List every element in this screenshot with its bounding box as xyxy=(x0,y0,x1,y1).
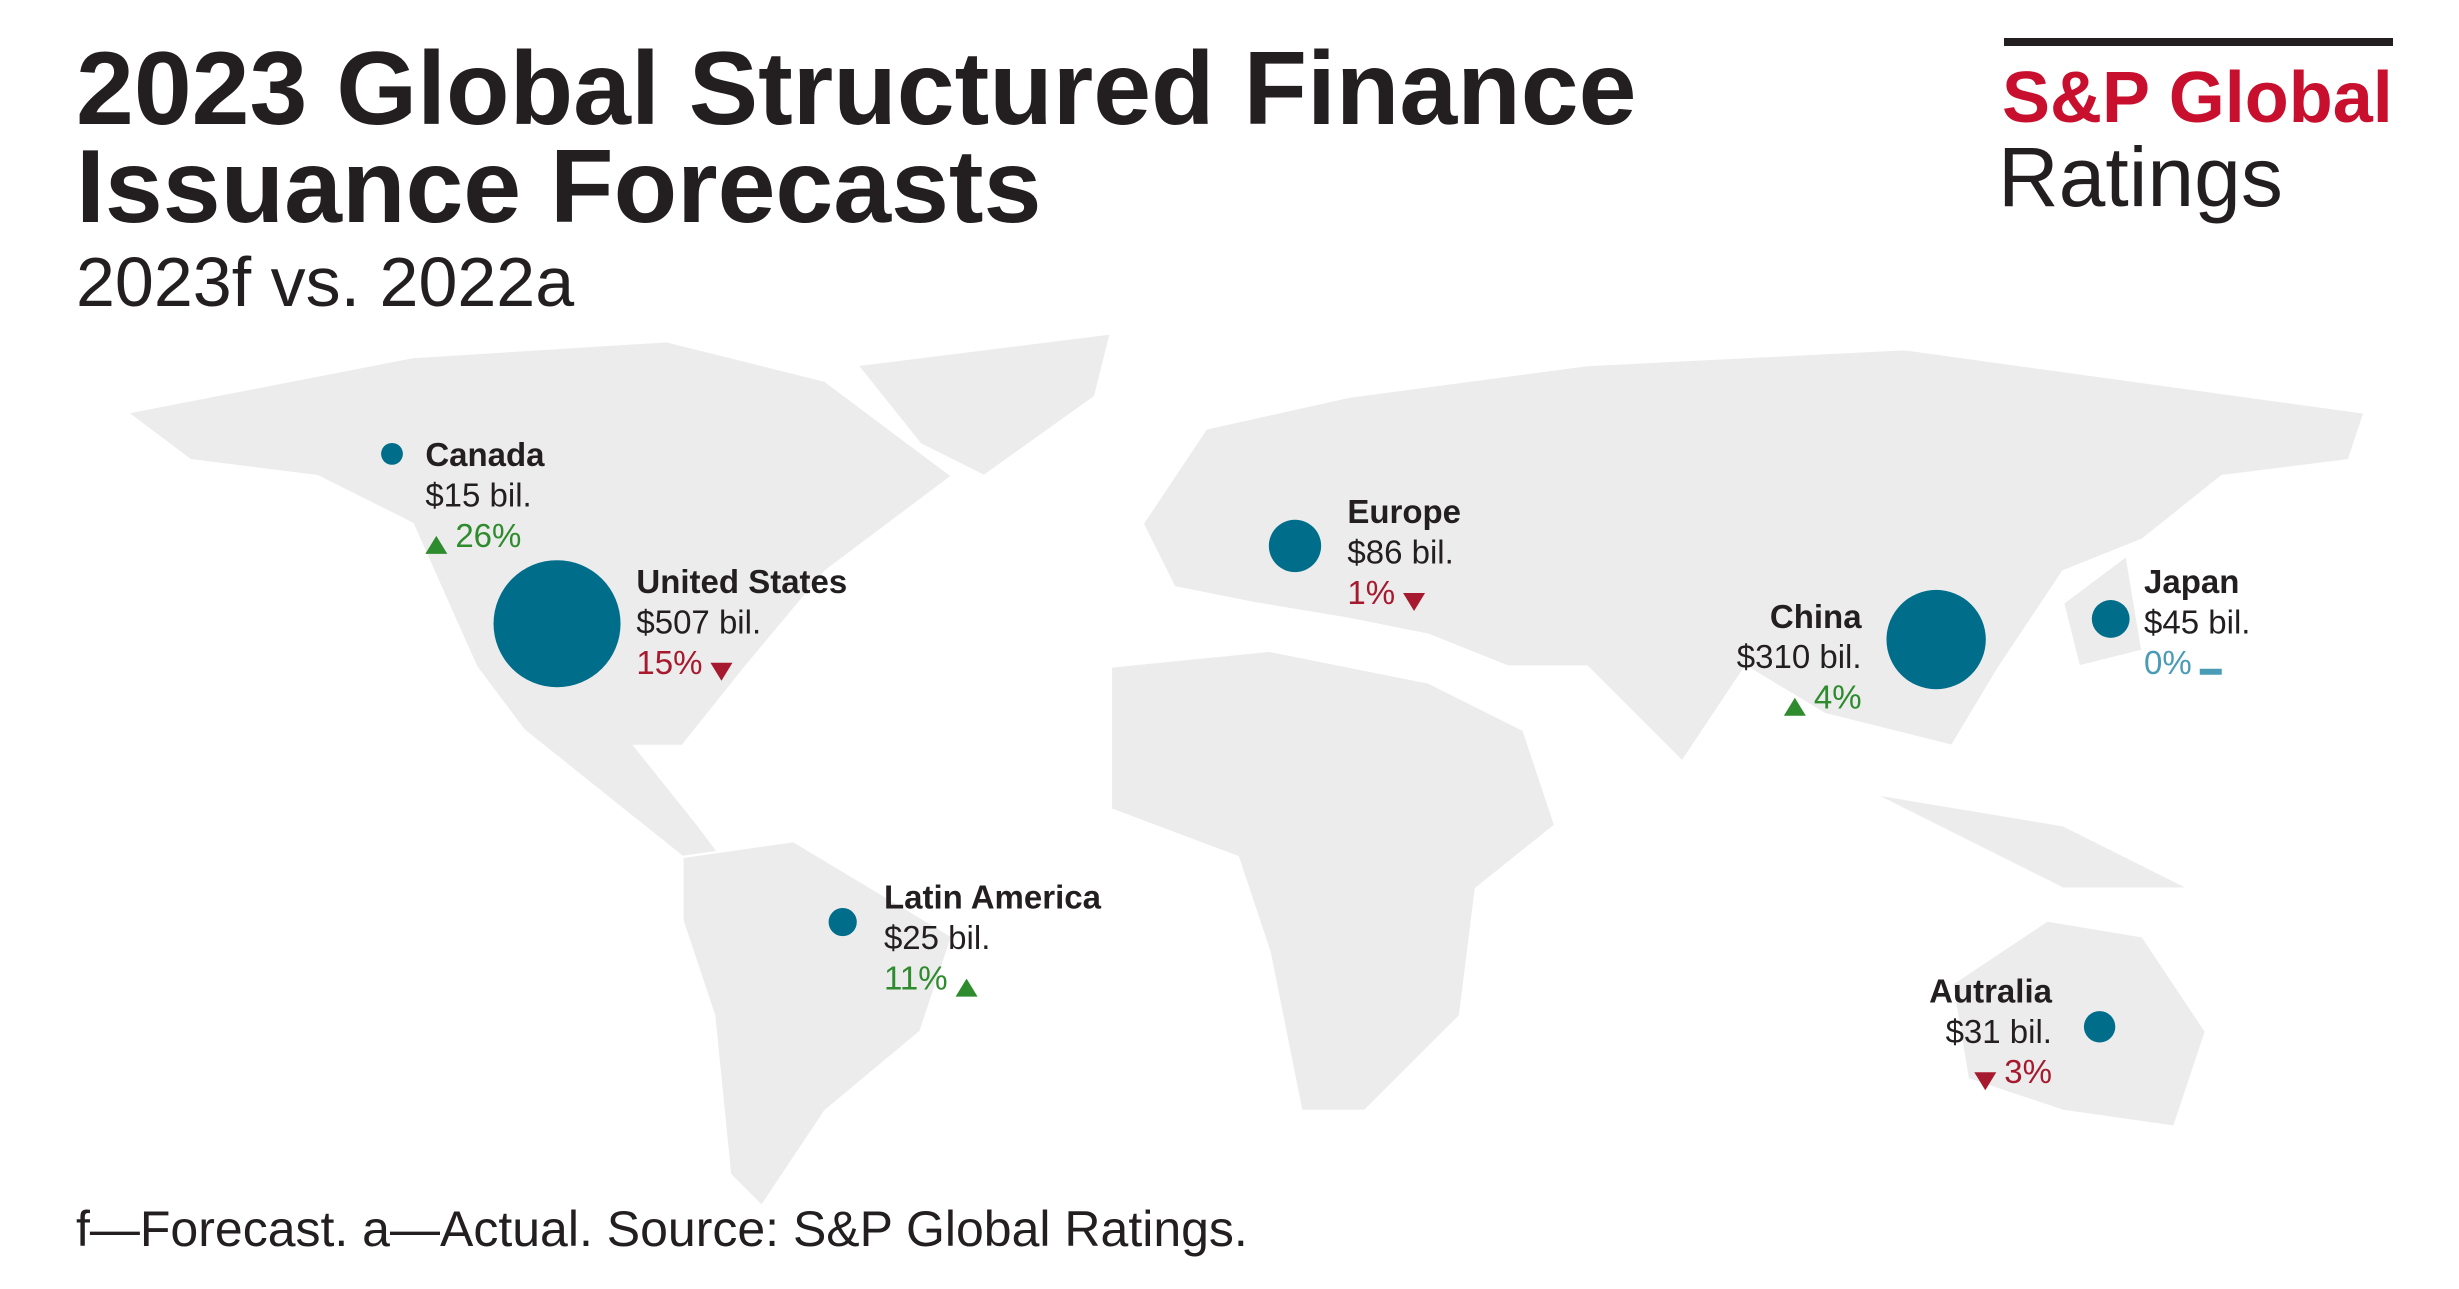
land xyxy=(1141,347,2367,764)
direction-arrow xyxy=(1403,592,1426,611)
change-label: 4% xyxy=(1814,679,1862,716)
direction-arrow xyxy=(1783,697,1806,716)
subtitle: 2023f vs. 2022a xyxy=(76,243,574,321)
direction-arrow xyxy=(1974,1072,1997,1091)
title: 2023 Global Structured Finance xyxy=(76,31,1636,147)
bubble xyxy=(828,907,857,937)
region-name: Europe xyxy=(1347,493,1461,530)
region-name: Japan xyxy=(2144,563,2239,600)
region-amount: $45 bil. xyxy=(2144,603,2250,640)
land xyxy=(1872,792,2191,890)
direction-arrow xyxy=(955,978,978,997)
direction-arrow xyxy=(425,535,448,554)
region-amount: $15 bil. xyxy=(425,476,531,513)
direction-arrow xyxy=(710,662,733,681)
world-map xyxy=(124,331,2367,1208)
land xyxy=(1109,649,1557,1113)
bubble xyxy=(381,442,403,465)
bubble xyxy=(1268,519,1322,573)
change-label: 11% xyxy=(884,960,948,997)
region-amount: $86 bil. xyxy=(1347,533,1453,570)
region-name: China xyxy=(1770,598,1862,635)
change-label: 26% xyxy=(455,517,521,554)
land xyxy=(854,331,1113,478)
logo-bar xyxy=(2004,38,2393,46)
region-amount: $25 bil. xyxy=(884,919,990,956)
change-label: 0% xyxy=(2144,644,2192,681)
bubble xyxy=(2091,600,2130,638)
bubble xyxy=(2083,1011,2116,1043)
region-amount: $310 bil. xyxy=(1737,638,1862,675)
logo-brand: S&P Global xyxy=(2002,58,2393,138)
bubble xyxy=(1886,589,1986,690)
region-amount: $507 bil. xyxy=(636,603,761,640)
bubble xyxy=(493,560,621,688)
logo-division: Ratings xyxy=(1998,130,2283,224)
title: Issuance Forecasts xyxy=(76,129,1041,245)
region-amount: $31 bil. xyxy=(1946,1013,2052,1050)
region-name: Latin America xyxy=(884,879,1102,916)
land xyxy=(681,839,954,1208)
footnote: f—Forecast. a—Actual. Source: S&P Global… xyxy=(76,1201,1248,1257)
region-name: United States xyxy=(636,563,847,600)
change-label: 1% xyxy=(1347,574,1395,611)
direction-arrow xyxy=(2199,668,2222,675)
change-label: 15% xyxy=(636,644,702,681)
change-label: 3% xyxy=(2004,1053,2052,1090)
region-name: Autralia xyxy=(1929,972,2053,1009)
region-name: Canada xyxy=(425,436,545,473)
